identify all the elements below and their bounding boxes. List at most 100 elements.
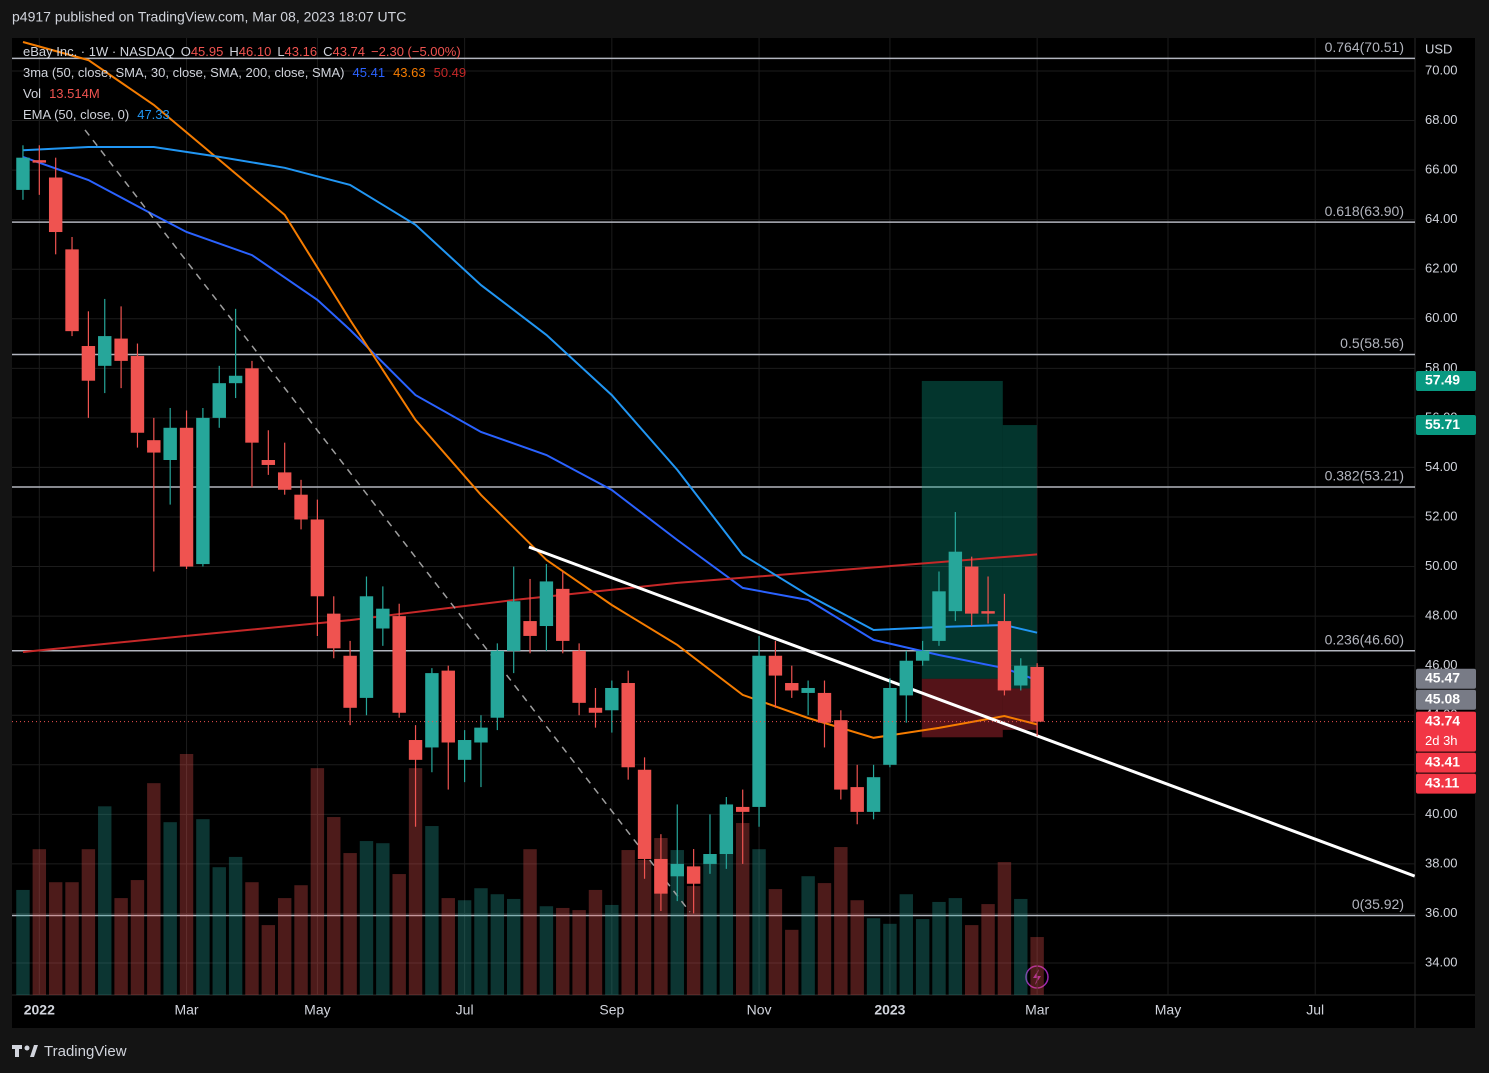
moving-average-line bbox=[22, 155, 1038, 682]
legend-item: EMA (50, close, 0) bbox=[23, 107, 129, 122]
trendline bbox=[528, 545, 1415, 878]
volume-bar bbox=[932, 901, 946, 995]
logo bbox=[12, 1045, 38, 1057]
y-tick-label: 48.00 bbox=[1425, 608, 1458, 623]
footer-brand: TradingView bbox=[44, 1043, 127, 1060]
volume-bar bbox=[785, 929, 799, 995]
price-badge bbox=[1416, 668, 1476, 689]
candle-body bbox=[425, 673, 439, 748]
volume-bar bbox=[179, 754, 194, 995]
volume-bar bbox=[899, 894, 913, 995]
volume-bar bbox=[294, 885, 308, 995]
legend-item: 3ma (50, close, SMA, 30, close, SMA, 200… bbox=[23, 65, 345, 80]
candle-body bbox=[81, 346, 96, 381]
volume-bar bbox=[768, 889, 783, 995]
volume-bar bbox=[523, 849, 537, 995]
x-tick-label: Jul bbox=[1306, 1002, 1324, 1018]
candle-body bbox=[785, 683, 799, 691]
x-tick-label: Mar bbox=[174, 1002, 198, 1018]
y-tick-label: 46.00 bbox=[1425, 657, 1458, 672]
candle-body bbox=[490, 650, 505, 718]
candle-body bbox=[48, 177, 63, 233]
candle-body bbox=[932, 591, 946, 641]
volume-bar bbox=[163, 822, 177, 995]
legend-item: 47.33 bbox=[137, 107, 170, 122]
candle-body bbox=[850, 787, 864, 812]
volume-bar bbox=[490, 894, 505, 995]
y-tick-label: 52.00 bbox=[1425, 508, 1458, 523]
volume-bar bbox=[735, 823, 750, 995]
candle-body bbox=[245, 368, 259, 443]
candle-body bbox=[1014, 665, 1028, 686]
volume-bar bbox=[556, 907, 570, 995]
candle-body bbox=[703, 854, 717, 864]
fib-label: 0.236(46.60) bbox=[1325, 632, 1404, 648]
candle-body bbox=[637, 769, 652, 859]
volume-bar bbox=[572, 910, 586, 995]
legend-item: H bbox=[229, 44, 238, 59]
candle-body bbox=[539, 581, 554, 627]
y-tick-label: 70.00 bbox=[1425, 62, 1458, 77]
volume-bar bbox=[277, 898, 292, 995]
candle-body bbox=[277, 472, 292, 490]
candle-body bbox=[883, 687, 897, 765]
candle-body bbox=[817, 692, 832, 723]
y-tick-label: 62.00 bbox=[1425, 261, 1458, 276]
legend-item: 13.514M bbox=[49, 86, 100, 101]
candle-body bbox=[212, 383, 226, 418]
price-badge-label: 57.49 bbox=[1425, 372, 1460, 388]
candle-body bbox=[556, 588, 570, 641]
candle-body bbox=[147, 440, 161, 453]
volume-bar bbox=[817, 883, 832, 995]
legend-item: 43.16 bbox=[285, 44, 318, 59]
moving-average-line bbox=[22, 146, 1038, 634]
candle-body bbox=[752, 655, 766, 807]
x-tick-label: May bbox=[1155, 1002, 1181, 1018]
y-tick-label: 34.00 bbox=[1425, 954, 1458, 969]
volume-bar bbox=[81, 849, 96, 995]
legend-item: L bbox=[277, 44, 284, 59]
candle-body bbox=[474, 727, 488, 743]
y-tick-label: 40.00 bbox=[1425, 806, 1458, 821]
candle-body bbox=[654, 858, 668, 894]
x-tick-label: Jul bbox=[456, 1002, 474, 1018]
candle-body bbox=[686, 866, 701, 884]
volume-bar bbox=[703, 861, 717, 995]
candle-body bbox=[392, 616, 406, 713]
volume-bar bbox=[343, 853, 357, 995]
volume-bar bbox=[915, 919, 930, 995]
candle-body bbox=[588, 707, 603, 713]
trendline bbox=[84, 129, 691, 913]
price-badge-label: 55.71 bbox=[1425, 416, 1460, 432]
candle-body bbox=[310, 519, 325, 597]
candle-body bbox=[768, 655, 783, 676]
candle-body bbox=[98, 336, 112, 366]
y-tick-label: 60.00 bbox=[1425, 310, 1458, 325]
fib-label: 0.382(53.21) bbox=[1325, 468, 1404, 484]
candle-body bbox=[16, 157, 30, 190]
candle-body bbox=[572, 650, 586, 703]
volume-bar bbox=[981, 904, 995, 995]
volume-bar bbox=[245, 882, 259, 995]
candle-body bbox=[261, 460, 276, 465]
candle-body bbox=[163, 427, 177, 461]
candle-body bbox=[719, 804, 734, 855]
candle-body bbox=[179, 427, 194, 567]
volume-bar bbox=[441, 898, 455, 995]
chart-area bbox=[12, 38, 1475, 1028]
fib-label: 0.5(58.56) bbox=[1340, 335, 1404, 351]
x-tick-label: Mar bbox=[1025, 1002, 1049, 1018]
candle-body bbox=[130, 355, 145, 433]
volume-bar bbox=[801, 876, 815, 995]
legend-row: 3ma (50, close, SMA, 30, close, SMA, 200… bbox=[23, 65, 466, 80]
volume-bar bbox=[196, 819, 210, 995]
candle-body bbox=[981, 611, 995, 614]
candle-body bbox=[506, 601, 521, 651]
volume-bar bbox=[997, 862, 1012, 995]
legend-item: C bbox=[323, 44, 332, 59]
volume-bar bbox=[114, 898, 128, 995]
candle-body bbox=[964, 566, 979, 614]
volume-bar bbox=[637, 859, 652, 995]
candle-body bbox=[621, 683, 635, 768]
